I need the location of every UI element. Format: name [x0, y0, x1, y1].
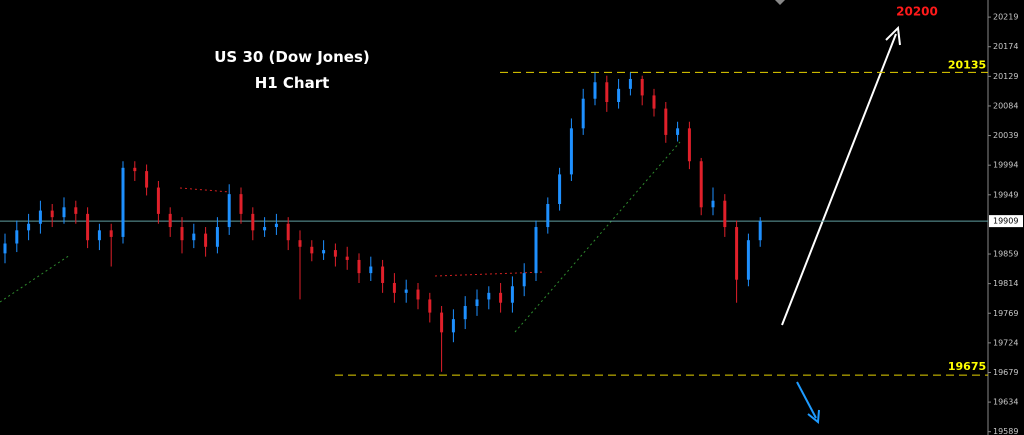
candle-body	[758, 221, 762, 241]
trend-line	[179, 187, 231, 193]
chart-subtitle: H1 Chart	[255, 74, 330, 92]
y-tick-label: 19679	[993, 368, 1018, 377]
y-tick-label: 19994	[993, 161, 1018, 170]
candle-body	[487, 292, 491, 300]
candle-body	[215, 227, 219, 247]
candle-body	[322, 250, 326, 254]
candle-body	[27, 223, 31, 231]
candle-body	[239, 194, 243, 214]
candle-body	[581, 98, 585, 129]
candle-body	[746, 240, 750, 280]
candle-body	[510, 286, 514, 303]
candle-body	[62, 207, 66, 218]
down-arrow-head	[807, 409, 820, 424]
candle-body	[640, 78, 644, 96]
candle-body	[534, 227, 538, 274]
candle-body	[97, 230, 101, 241]
y-tick-label: 19949	[993, 190, 1018, 199]
candle-body	[617, 88, 621, 103]
candle-body	[227, 194, 231, 228]
y-tick-label: 20039	[993, 131, 1018, 140]
up-arrow	[781, 33, 897, 326]
candle-body	[569, 128, 573, 175]
candle-body	[381, 266, 385, 283]
candle-body	[463, 306, 467, 320]
candle-body	[180, 227, 184, 241]
scroll-marker	[775, 0, 785, 5]
candle-body	[145, 171, 149, 188]
candle-body	[251, 213, 255, 231]
candle-body	[121, 167, 125, 237]
y-tick-label: 19634	[993, 398, 1018, 407]
y-tick-label: 19724	[993, 338, 1018, 347]
current-price-label: 19909	[993, 217, 1018, 226]
y-tick-label: 20219	[993, 13, 1018, 22]
candle-body	[333, 250, 337, 257]
candle-body	[593, 82, 597, 99]
y-tick-label: 20129	[993, 72, 1018, 81]
y-tick-label: 19814	[993, 279, 1018, 288]
candle-body	[392, 282, 396, 293]
target-label: 20200	[896, 5, 938, 19]
candle-body	[687, 128, 691, 162]
chart-title: US 30 (Dow Jones)	[214, 48, 370, 66]
candle-body	[499, 292, 503, 303]
candle-body	[475, 299, 479, 307]
candle-body	[50, 210, 54, 218]
candle-body	[204, 233, 208, 247]
candle-body	[263, 227, 267, 231]
candle-body	[192, 233, 196, 241]
candle-body	[428, 299, 432, 313]
up-arrow-head	[885, 25, 901, 46]
trend-line	[0, 254, 71, 303]
candle-body	[664, 108, 668, 135]
y-tick-label: 19859	[993, 250, 1018, 259]
y-tick-label: 19769	[993, 309, 1018, 318]
support-label: 19675	[948, 360, 986, 373]
candle-body	[735, 227, 739, 280]
y-tick-label: 20174	[993, 42, 1018, 51]
candle-body	[605, 82, 609, 103]
current-price-box	[989, 215, 1023, 228]
candle-body	[546, 204, 550, 228]
candle-body	[15, 230, 19, 244]
candle-body	[274, 223, 278, 228]
candle-body	[652, 95, 656, 109]
candle-body	[676, 128, 680, 135]
candle-body	[416, 289, 420, 300]
trend-line	[434, 271, 546, 277]
candle-body	[440, 312, 444, 333]
candle-body	[109, 230, 113, 237]
candle-body	[451, 319, 455, 333]
candle-body	[310, 246, 314, 254]
candle-body	[86, 213, 90, 241]
candle-body	[345, 256, 349, 260]
candle-body	[38, 210, 42, 224]
candle-body	[369, 266, 373, 274]
candle-body	[286, 223, 290, 241]
candle-body	[558, 174, 562, 205]
candle-body	[628, 78, 632, 89]
candle-body	[357, 259, 361, 274]
candle-body	[404, 289, 408, 293]
candle-body	[723, 200, 727, 228]
resistance-label: 20135	[948, 58, 986, 71]
candle-body	[3, 243, 7, 254]
candle-body	[156, 187, 160, 214]
y-tick-label: 20084	[993, 101, 1018, 110]
candle-body	[711, 200, 715, 208]
candle-body	[699, 161, 703, 208]
candle-body	[74, 207, 78, 214]
down-arrow	[796, 381, 817, 419]
candle-body	[298, 240, 302, 247]
candle-body	[522, 273, 526, 287]
y-tick-label: 19589	[993, 427, 1018, 435]
trend-line	[514, 141, 681, 333]
candle-body	[133, 167, 137, 172]
candle-body	[168, 213, 172, 228]
